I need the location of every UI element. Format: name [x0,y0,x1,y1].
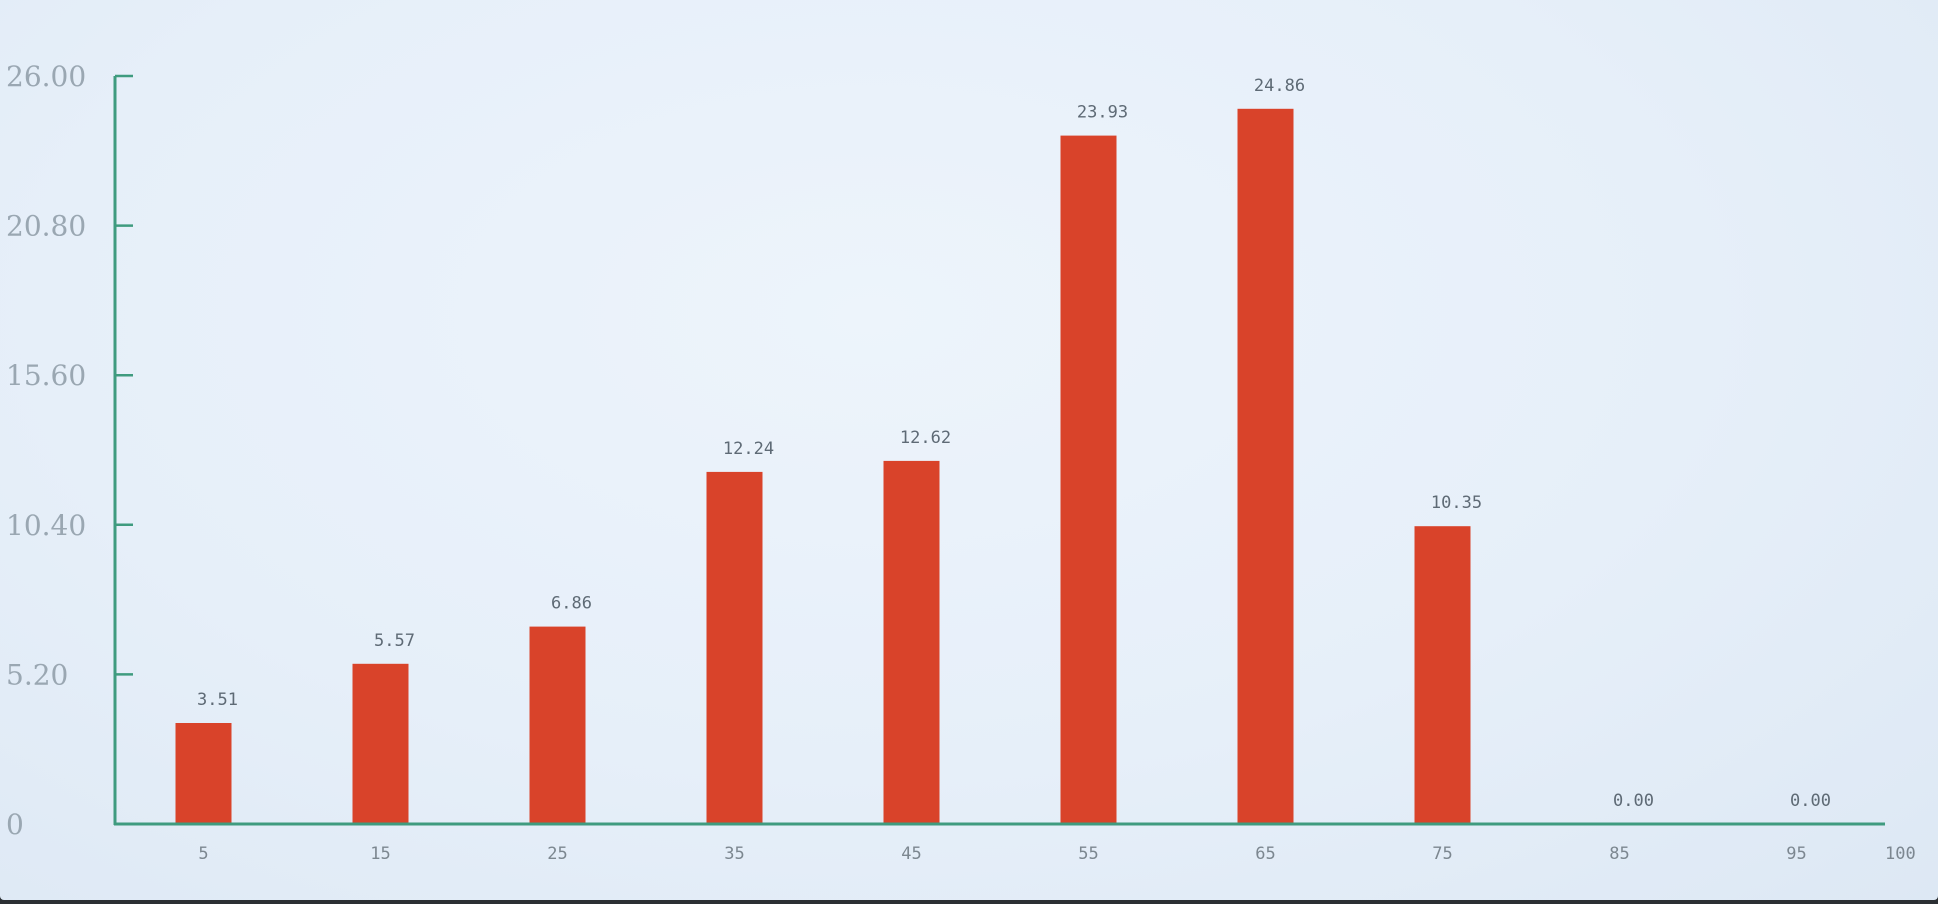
bar-15 [352,663,409,824]
x-tick-label-45: 45 [901,844,921,864]
bar-25 [529,626,586,824]
x-tick-label-5: 5 [198,844,208,864]
y-tick-label-0: 0 [6,808,24,841]
bar-65 [1237,108,1294,825]
x-tick-label-15: 15 [370,844,390,864]
data-label-55: 23.93 [1077,103,1128,123]
data-label-85: 0.00 [1613,791,1654,811]
y-tick-label-1: 5.20 [6,658,68,691]
y-tick-label-4: 20.80 [6,210,86,243]
y-tick-label-3: 15.60 [6,359,86,392]
y-tick-label-5: 26.00 [6,60,86,93]
x-tick-label-25: 25 [547,844,567,864]
bar-35 [706,471,763,824]
data-label-75: 10.35 [1431,493,1482,513]
data-label-65: 24.86 [1254,76,1305,96]
y-tick-label-2: 10.40 [6,509,86,542]
bar-75 [1414,526,1471,824]
data-label-35: 12.24 [723,439,774,459]
x-tick-label-35: 35 [724,844,744,864]
x-tick-label-85: 85 [1609,844,1629,864]
x-tick-label-95: 95 [1786,844,1806,864]
x-axis-end-label: 100 [1885,844,1916,864]
data-label-95: 0.00 [1790,791,1831,811]
x-tick-label-55: 55 [1078,844,1098,864]
data-label-45: 12.62 [900,428,951,448]
x-tick-label-75: 75 [1432,844,1452,864]
bar-45 [883,460,940,824]
x-tick-label-65: 65 [1255,844,1275,864]
data-label-5: 3.51 [197,690,238,710]
data-label-15: 5.57 [374,631,415,651]
bar-55 [1060,135,1117,825]
data-label-25: 6.86 [551,594,592,614]
bar-5 [175,723,232,824]
